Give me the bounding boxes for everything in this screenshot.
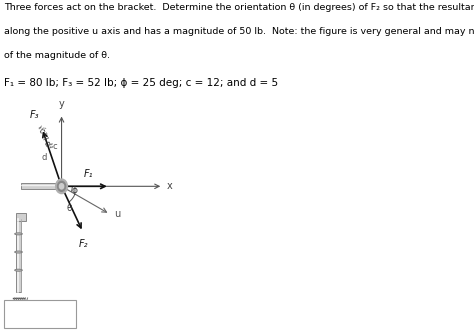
Text: F₁: F₁ <box>83 169 93 179</box>
Text: c: c <box>53 142 57 151</box>
Text: u: u <box>114 209 120 219</box>
Text: θ: θ <box>66 204 72 213</box>
Circle shape <box>59 184 64 189</box>
Text: Three forces act on the bracket.  Determine the orientation θ (in degrees) of F₂: Three forces act on the bracket. Determi… <box>4 3 474 12</box>
Text: ϕ: ϕ <box>72 186 77 195</box>
Text: x: x <box>167 181 173 191</box>
Text: d: d <box>41 153 47 162</box>
Text: y: y <box>59 99 64 109</box>
Ellipse shape <box>15 251 22 253</box>
Ellipse shape <box>15 269 22 271</box>
Text: F₂: F₂ <box>79 239 88 249</box>
Bar <box>16 219 21 292</box>
Text: along the positive u axis and has a magnitude of 50 lb.  Note: the figure is ver: along the positive u axis and has a magn… <box>4 27 474 36</box>
Bar <box>16 213 26 221</box>
Bar <box>21 183 58 189</box>
Ellipse shape <box>15 233 22 235</box>
Text: F₃: F₃ <box>30 110 39 120</box>
Text: of the magnitude of θ.: of the magnitude of θ. <box>4 51 110 60</box>
Text: F₁ = 80 lb; F₃ = 52 lb; ϕ = 25 deg; c = 12; and d = 5: F₁ = 80 lb; F₃ = 52 lb; ϕ = 25 deg; c = … <box>4 78 278 88</box>
Text: √c²+d²: √c²+d² <box>35 123 54 151</box>
Bar <box>4 300 76 328</box>
Circle shape <box>55 179 67 193</box>
Circle shape <box>57 181 65 191</box>
